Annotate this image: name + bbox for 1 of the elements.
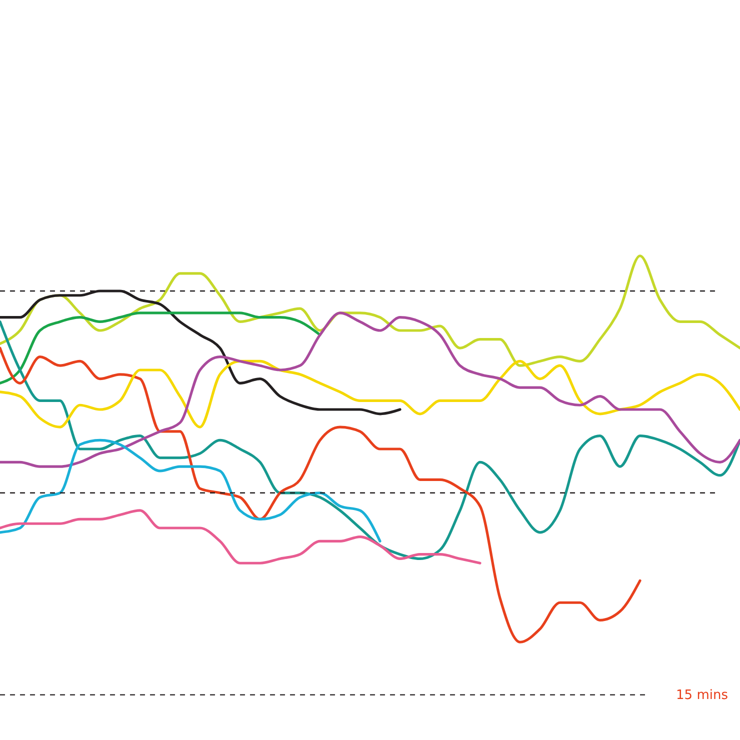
ref-line-label: 15 mins <box>676 688 728 703</box>
